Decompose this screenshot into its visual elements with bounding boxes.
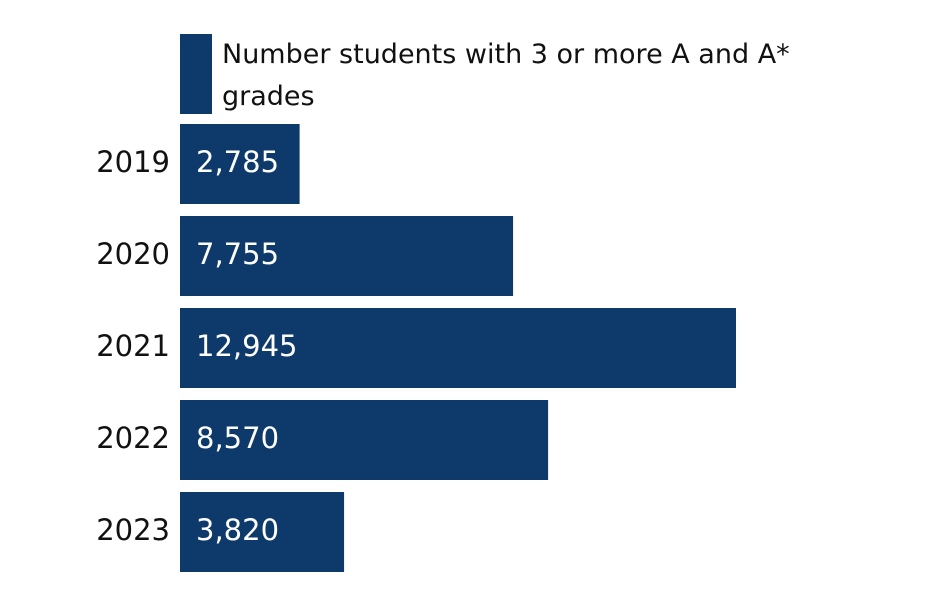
y-tick-label: 2022 <box>96 421 170 455</box>
bar <box>180 308 736 388</box>
value-label: 2,785 <box>196 145 279 179</box>
value-label: 3,820 <box>196 513 279 547</box>
legend-label: Number students with 3 or more A and A* … <box>222 39 790 112</box>
bar <box>180 124 300 204</box>
legend-swatch <box>180 34 212 114</box>
value-label: 7,755 <box>196 237 279 271</box>
value-label: 12,945 <box>196 329 297 363</box>
bar <box>180 400 549 480</box>
bar <box>180 216 514 296</box>
y-tick-label: 2019 <box>96 145 170 179</box>
y-tick-label: 2021 <box>96 329 170 363</box>
y-tick-label: 2023 <box>96 513 170 547</box>
bar <box>180 492 345 572</box>
value-label: 8,570 <box>196 421 279 455</box>
y-tick-label: 2020 <box>96 237 170 271</box>
